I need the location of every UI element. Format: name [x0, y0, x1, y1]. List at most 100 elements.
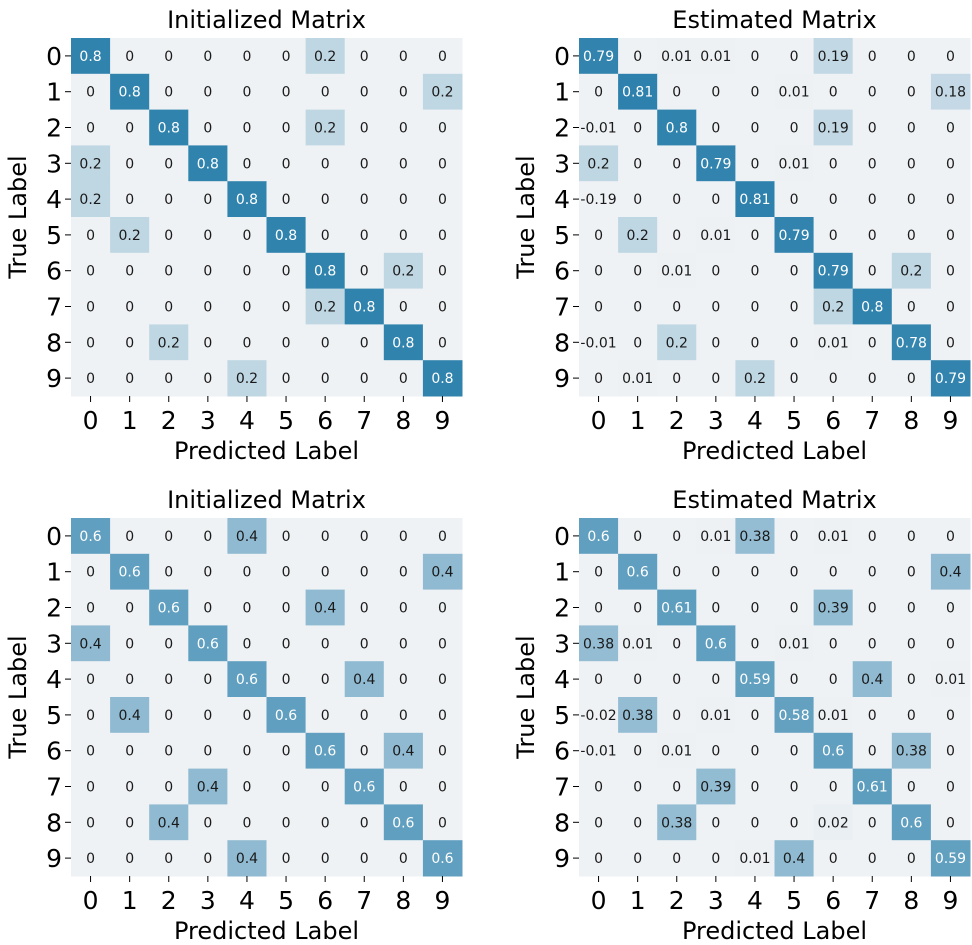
heatmap-cell	[422, 553, 463, 591]
heatmap-cell	[657, 768, 697, 805]
cell-value-label: 0	[125, 672, 134, 688]
cell-value-label: 0.38	[622, 708, 653, 724]
heatmap-cell	[383, 288, 424, 325]
cell-value-label: 0	[203, 672, 212, 688]
heatmap-cell	[930, 324, 971, 361]
cell-value-label: 0	[125, 121, 134, 137]
cell-value-label: 0	[86, 335, 95, 351]
cell-value-label: 0.2	[314, 300, 336, 316]
cell-value-label: 0	[321, 672, 330, 688]
heatmap-cell	[188, 553, 228, 591]
heatmap-cell	[891, 804, 932, 841]
cell-value-label: 0	[360, 121, 369, 137]
heatmap-cell	[383, 732, 424, 770]
heatmap-cell	[344, 109, 385, 146]
heatmap-cell	[696, 145, 736, 182]
heatmap-cell	[266, 252, 307, 290]
cell-value-label: 0	[282, 780, 291, 796]
cell-value-label: 0	[242, 601, 251, 617]
heatmap-cell	[110, 360, 150, 397]
cell-value-label: 0.4	[236, 851, 258, 867]
cell-value-label: 0.01	[778, 85, 809, 101]
y-tick-label: 9	[554, 364, 570, 393]
heatmap-cell	[71, 288, 111, 325]
heatmap-cell	[813, 625, 854, 662]
heatmap-cell	[383, 252, 424, 290]
cell-value-label: 0	[907, 156, 916, 172]
heatmap-cell	[930, 145, 971, 182]
heatmap-cell	[579, 217, 619, 254]
heatmap-cell	[266, 38, 307, 75]
cell-value-label: 0	[711, 371, 720, 387]
cell-value-label: 0	[907, 529, 916, 545]
heatmap-cell	[71, 661, 111, 698]
y-tick-label: 7	[46, 773, 62, 802]
heatmap-cell	[891, 768, 932, 805]
cell-value-label: 0	[750, 815, 759, 831]
cell-value-label: 0	[790, 192, 799, 208]
cell-value-label: 0	[438, 601, 447, 617]
cell-value-label: 0	[242, 335, 251, 351]
cell-value-label: 0	[750, 121, 759, 137]
cell-value-label: 0	[672, 851, 681, 867]
cell-value-label: 0.2	[822, 300, 844, 316]
heatmap-cell	[383, 518, 424, 555]
heatmap-cell	[657, 324, 697, 361]
x-tick-label: 5	[786, 406, 802, 435]
cell-value-label: 0	[125, 744, 134, 760]
cell-value-label: 0	[907, 851, 916, 867]
cell-value-label: 0	[946, 49, 955, 65]
cell-value-label: 0	[868, 708, 877, 724]
cell-value-label: 0	[907, 121, 916, 137]
cell-value-label: 0	[399, 565, 408, 581]
cell-value-label: 0.4	[783, 851, 805, 867]
cell-value-label: 0	[360, 565, 369, 581]
cell-value-label: -0.19	[580, 192, 616, 208]
cell-value-label: 0	[672, 672, 681, 688]
heatmap-cell	[930, 840, 971, 877]
cell-value-label: 0.38	[896, 744, 927, 760]
heatmap-cell	[110, 181, 150, 218]
cell-value-label: 0.8	[861, 300, 883, 316]
cell-value-label: 0	[672, 565, 681, 581]
heatmap-cell	[813, 553, 854, 591]
y-tick-label: 6	[554, 257, 570, 286]
heatmap-cell	[813, 38, 854, 75]
cell-value-label: 0	[282, 601, 291, 617]
heatmap-cell	[579, 181, 619, 218]
cell-value-label: 0	[321, 192, 330, 208]
heatmap-cell	[852, 553, 893, 591]
cell-value-label: 0	[633, 121, 642, 137]
cell-value-label: 0.79	[778, 228, 809, 244]
cell-value-label: 0	[438, 264, 447, 280]
heatmap-cell	[383, 181, 424, 218]
cell-value-label: 0.79	[583, 49, 614, 65]
cell-value-label: 0	[282, 744, 291, 760]
x-tick-label: 4	[747, 886, 763, 915]
heatmap-cell	[71, 360, 111, 397]
cell-value-label: 0	[242, 780, 251, 796]
heatmap-cell	[71, 697, 111, 734]
heatmap-cell	[696, 288, 736, 325]
heatmap-cell	[852, 518, 893, 555]
cell-value-label: 0	[242, 49, 251, 65]
cell-value-label: 0	[711, 851, 720, 867]
heatmap-cell	[696, 768, 736, 805]
heatmap-cell	[735, 768, 775, 805]
heatmap-cell	[891, 38, 932, 75]
heatmap-cell	[852, 288, 893, 325]
heatmap-cell	[110, 73, 150, 111]
heatmap-cell	[657, 73, 697, 111]
y-tick-label: 8	[554, 808, 570, 837]
heatmap-cell	[618, 840, 658, 877]
cell-value-label: 0.59	[935, 851, 966, 867]
heatmap-cell	[266, 109, 307, 146]
cell-value-label: 0	[750, 780, 759, 796]
heatmap-cell	[110, 625, 150, 662]
heatmap-cell	[852, 181, 893, 218]
cell-value-label: 0	[672, 85, 681, 101]
heatmap-cell	[735, 661, 775, 698]
cell-value-label: 0.8	[236, 192, 258, 208]
cell-value-label: 0	[438, 529, 447, 545]
heatmap-cell	[188, 518, 228, 555]
